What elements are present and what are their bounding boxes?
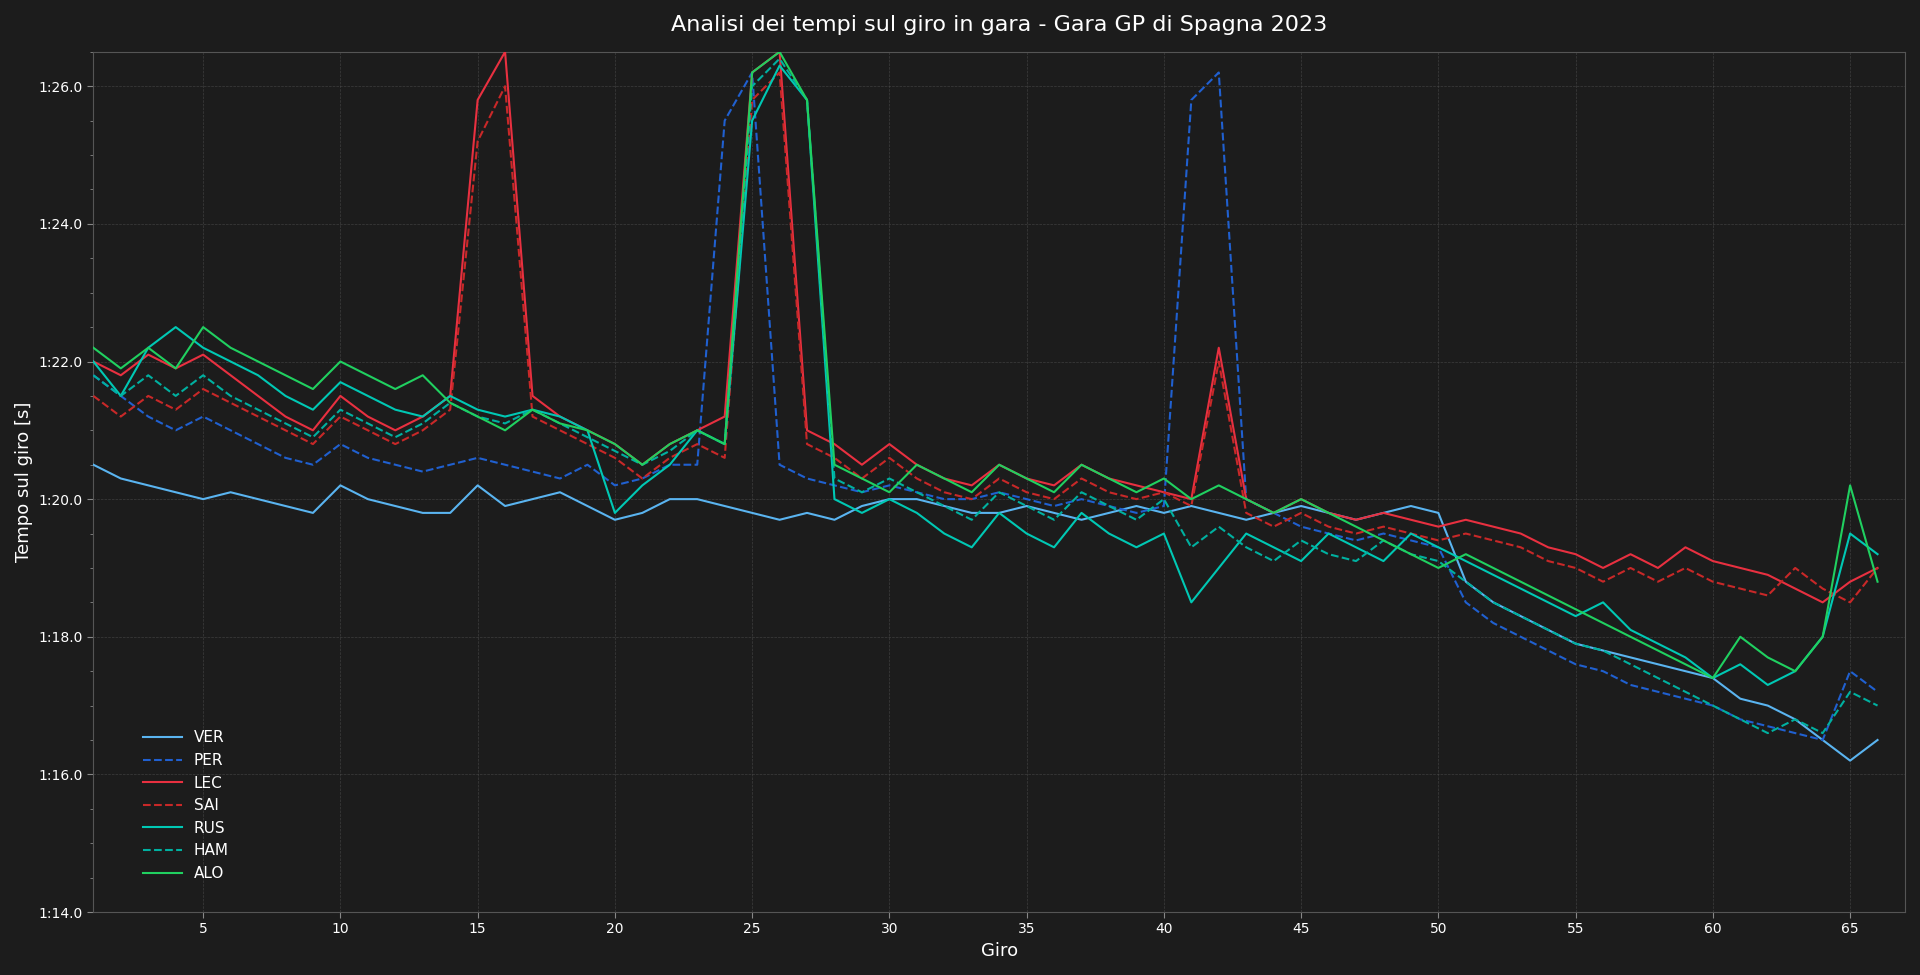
ALO: [219, 342, 242, 354]
VER: [219, 487, 242, 498]
RUS: [877, 493, 900, 505]
Line: VER: VER: [94, 465, 1878, 760]
LEC: [549, 410, 572, 422]
Line: PER: PER: [94, 72, 1878, 740]
PER: [1509, 631, 1532, 643]
ALO: [83, 342, 106, 354]
VER: [1728, 693, 1751, 705]
Y-axis label: Tempo sul giro [s]: Tempo sul giro [s]: [15, 402, 33, 563]
PER: [83, 370, 106, 381]
RUS: [632, 480, 655, 491]
PER: [906, 487, 929, 498]
LEC: [1509, 527, 1532, 539]
PER: [1811, 734, 1834, 746]
ALO: [906, 459, 929, 471]
PER: [520, 466, 543, 478]
HAM: [1509, 610, 1532, 622]
PER: [877, 480, 900, 491]
SAI: [1866, 563, 1889, 574]
Line: SAI: SAI: [94, 72, 1878, 603]
VER: [632, 507, 655, 519]
RUS: [1866, 548, 1889, 560]
RUS: [83, 356, 106, 368]
HAM: [83, 370, 106, 381]
SAI: [768, 66, 791, 78]
LEC: [493, 46, 516, 58]
Title: Analisi dei tempi sul giro in gara - Gara GP di Spagna 2023: Analisi dei tempi sul giro in gara - Gar…: [672, 15, 1327, 35]
VER: [83, 459, 106, 471]
VER: [1482, 597, 1505, 608]
SAI: [1509, 541, 1532, 553]
HAM: [906, 487, 929, 498]
ALO: [1509, 576, 1532, 588]
PER: [1866, 686, 1889, 698]
Legend: VER, PER, LEC, SAI, RUS, HAM, ALO: VER, PER, LEC, SAI, RUS, HAM, ALO: [136, 724, 234, 887]
Line: HAM: HAM: [94, 58, 1878, 733]
HAM: [877, 473, 900, 485]
LEC: [1866, 563, 1889, 574]
ALO: [1701, 672, 1724, 683]
SAI: [83, 390, 106, 402]
ALO: [877, 487, 900, 498]
X-axis label: Giro: Giro: [981, 942, 1018, 960]
VER: [1839, 755, 1862, 766]
HAM: [1757, 727, 1780, 739]
SAI: [520, 410, 543, 422]
ALO: [768, 46, 791, 58]
SAI: [1839, 597, 1862, 608]
PER: [219, 424, 242, 436]
LEC: [906, 459, 929, 471]
HAM: [632, 459, 655, 471]
ALO: [632, 459, 655, 471]
SAI: [219, 397, 242, 409]
RUS: [768, 59, 791, 71]
LEC: [219, 370, 242, 381]
SAI: [877, 452, 900, 464]
RUS: [520, 404, 543, 415]
LEC: [877, 438, 900, 449]
LEC: [1811, 597, 1834, 608]
RUS: [219, 356, 242, 368]
SAI: [906, 473, 929, 485]
ALO: [520, 404, 543, 415]
VER: [1866, 734, 1889, 746]
HAM: [768, 53, 791, 64]
ALO: [1866, 576, 1889, 588]
HAM: [520, 404, 543, 415]
SAI: [632, 473, 655, 485]
Line: RUS: RUS: [94, 65, 1878, 684]
Line: ALO: ALO: [94, 52, 1878, 678]
RUS: [906, 507, 929, 519]
LEC: [659, 438, 682, 449]
PER: [741, 66, 764, 78]
Line: LEC: LEC: [94, 52, 1878, 603]
VER: [851, 500, 874, 512]
VER: [520, 493, 543, 505]
RUS: [1509, 583, 1532, 595]
HAM: [219, 390, 242, 402]
PER: [632, 473, 655, 485]
RUS: [1757, 679, 1780, 690]
HAM: [1866, 700, 1889, 712]
LEC: [83, 356, 106, 368]
